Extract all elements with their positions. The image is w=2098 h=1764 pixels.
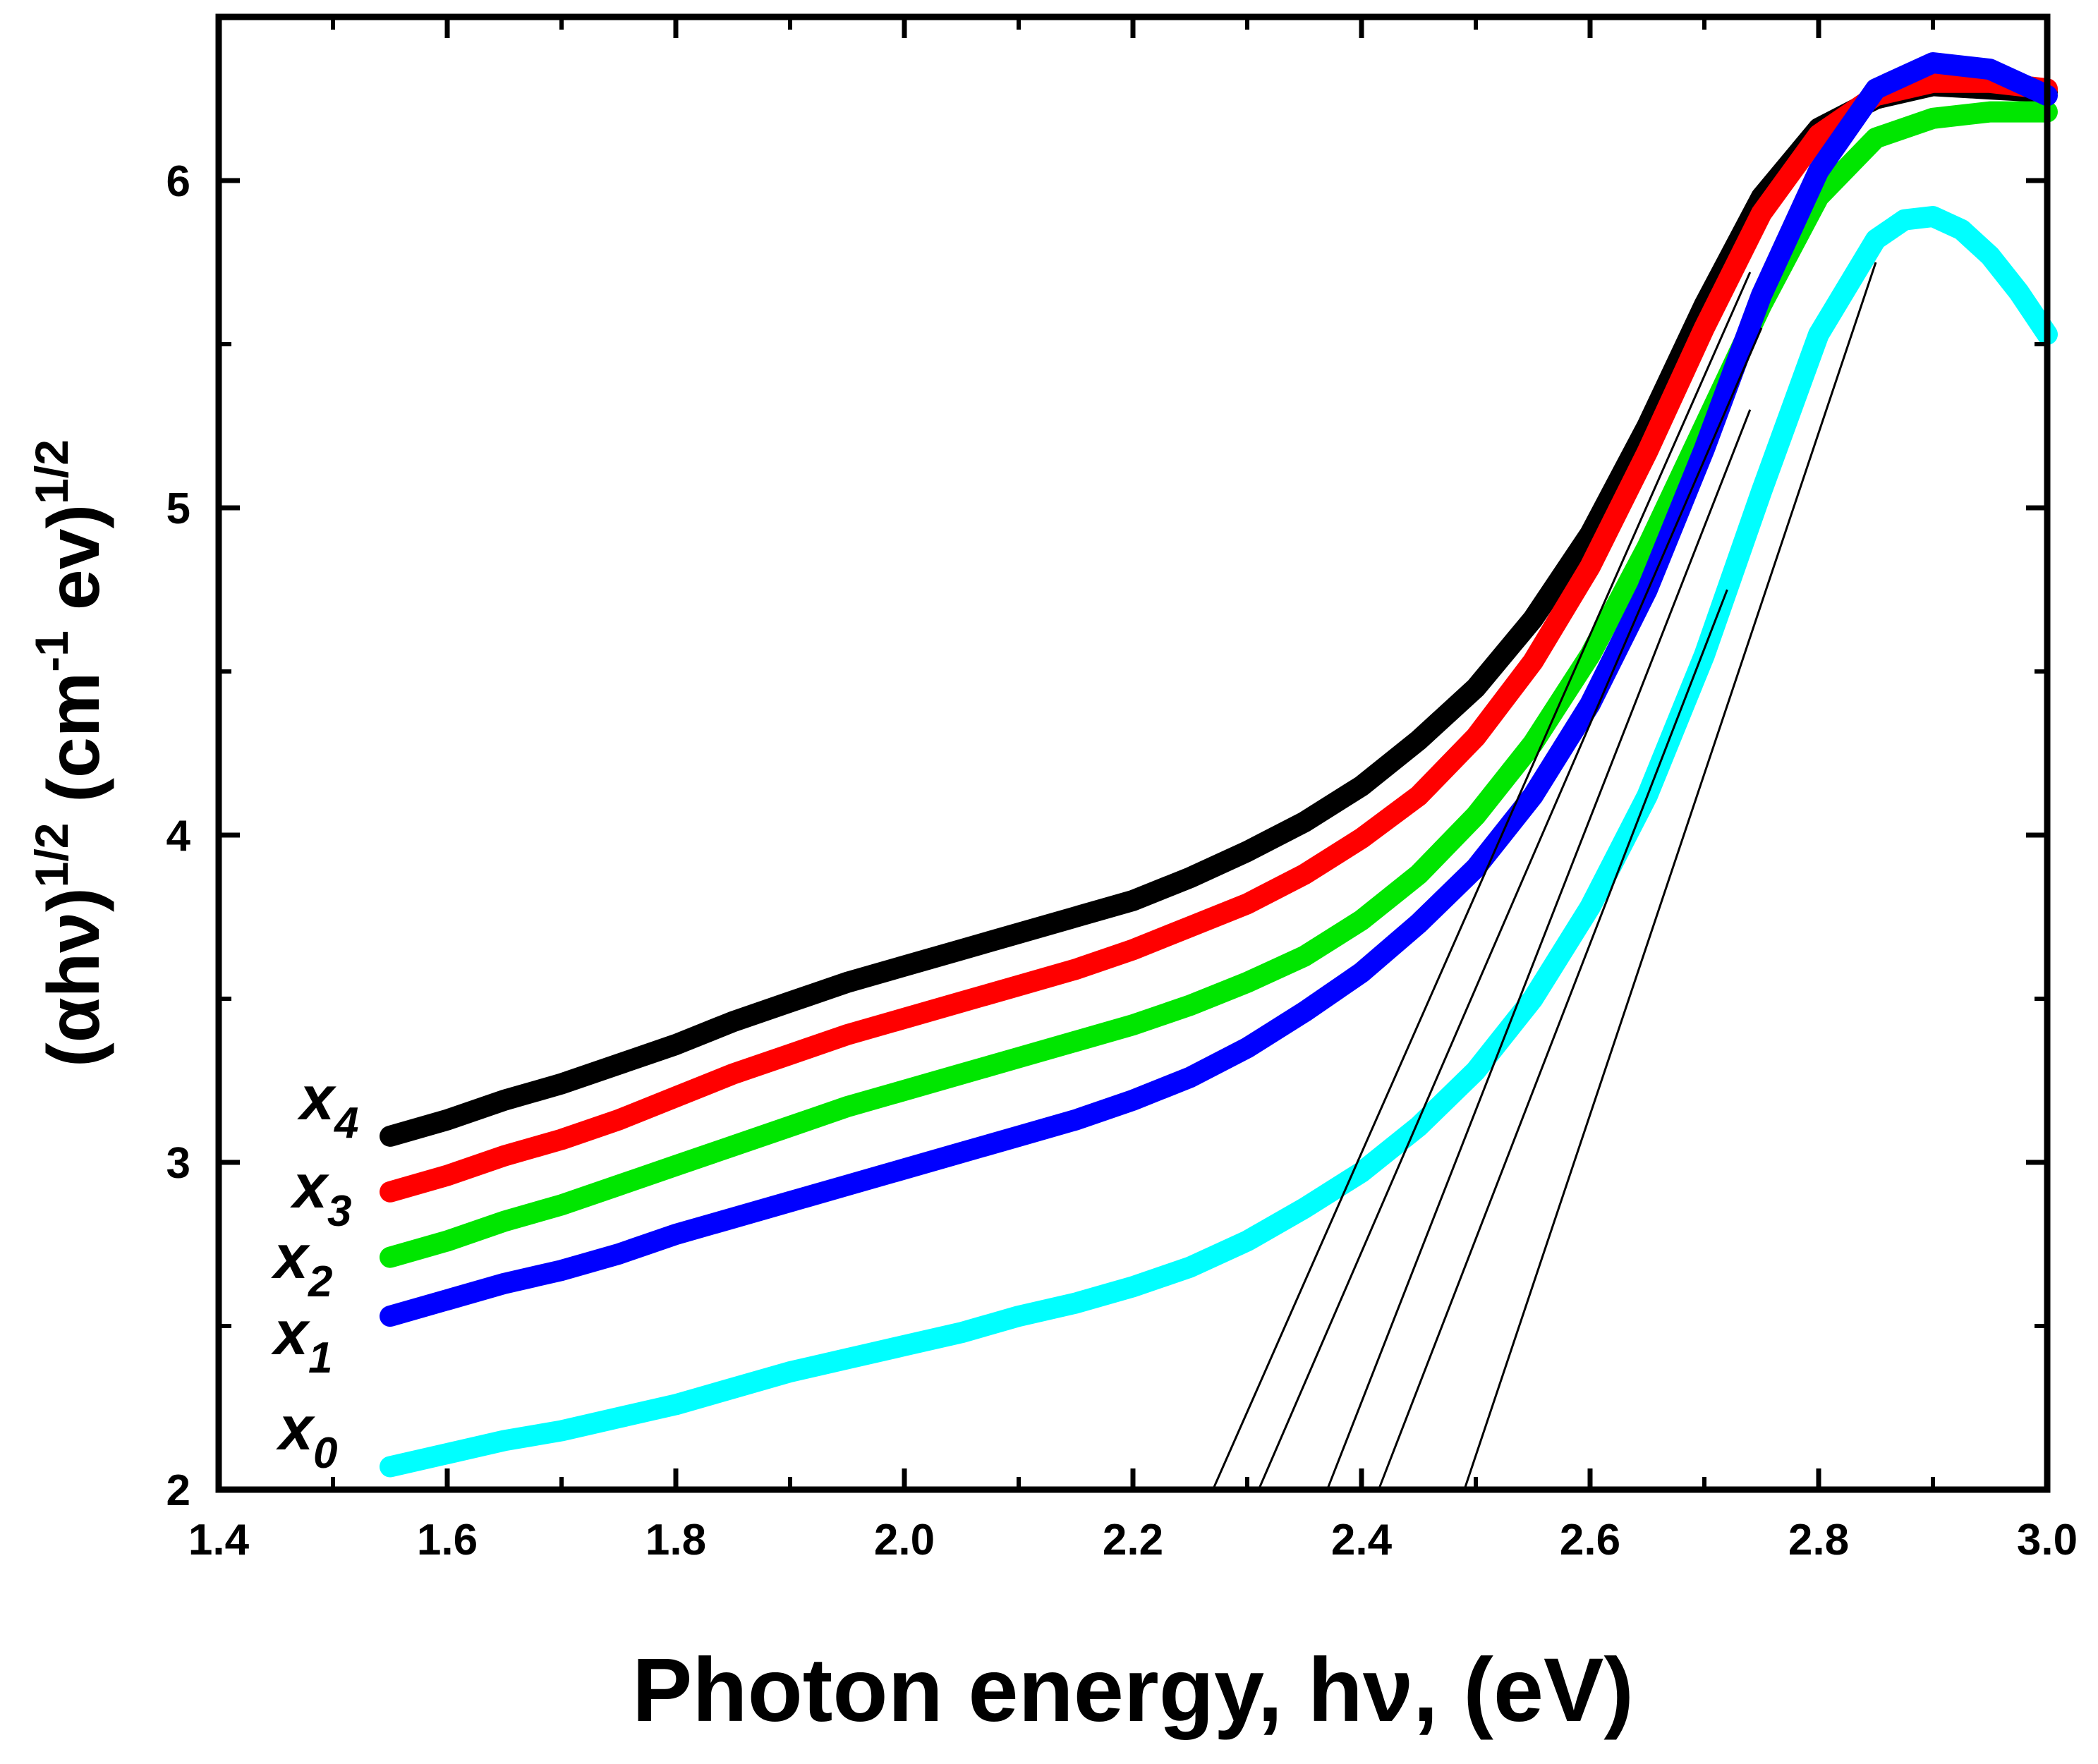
fit-line-1 xyxy=(1257,327,1763,1490)
y-axis-title-base: (αhν) xyxy=(33,887,115,1067)
x-tick-label: 2.4 xyxy=(1331,1516,1393,1564)
series-label-x2: x2 xyxy=(271,1222,332,1306)
series-line-x1 xyxy=(380,52,2058,1327)
y-axis-title-unit-sup: -1 xyxy=(25,631,78,672)
y-axis-title-sup2: 1/2 xyxy=(25,439,78,504)
y-tick-label: 4 xyxy=(166,812,191,860)
fit-line-4 xyxy=(1463,262,1877,1490)
y-axis-title: (αhν)1/2 (cm-1 ev)1/2 xyxy=(25,439,115,1067)
plot-frame xyxy=(215,13,2051,1493)
x-axis: 1.4 1.6 1.8 2.0 2.2 2.4 2.6 2.8 3.0 xyxy=(188,17,2078,1564)
y-tick-label: 2 xyxy=(166,1466,190,1515)
series-label-x1: x1 xyxy=(271,1298,332,1382)
x-tick-label: 1.6 xyxy=(417,1516,478,1564)
y-axis-title-unit-open: (cm xyxy=(33,672,115,823)
series-label-x4: x4 xyxy=(297,1063,358,1148)
fit-line-3 xyxy=(1377,589,1728,1490)
x-axis-title: Photon energy, hν, (eV) xyxy=(632,1640,1634,1741)
fit-line-0 xyxy=(1212,272,1752,1490)
y-axis: 2 3 4 5 6 xyxy=(166,157,2047,1515)
x-tick-label: 2.2 xyxy=(1103,1516,1163,1564)
x-tick-label: 2.0 xyxy=(874,1516,935,1564)
y-tick-label: 5 xyxy=(166,485,190,533)
y-axis-title-unit-close: ev) xyxy=(33,504,115,631)
x-tick-label: 2.6 xyxy=(1560,1516,1620,1564)
series-line-x0 xyxy=(380,206,2058,1478)
x-tick-label: 1.4 xyxy=(188,1516,250,1564)
x-tick-label: 3.0 xyxy=(2017,1516,2078,1564)
fit-line-2 xyxy=(1326,409,1752,1490)
x-tick-label: 2.8 xyxy=(1788,1516,1849,1564)
series-label-x0: x0 xyxy=(276,1393,337,1478)
series-label-x3: x3 xyxy=(290,1151,351,1236)
series-line-x2 xyxy=(380,101,2058,1268)
y-axis-title-sup1: 1/2 xyxy=(25,823,78,888)
y-tick-label: 6 xyxy=(166,157,190,206)
x-tick-label: 1.8 xyxy=(645,1516,706,1564)
series-line-x3 xyxy=(380,71,2058,1203)
series-group xyxy=(380,52,2058,1490)
y-tick-label: 3 xyxy=(166,1139,190,1188)
